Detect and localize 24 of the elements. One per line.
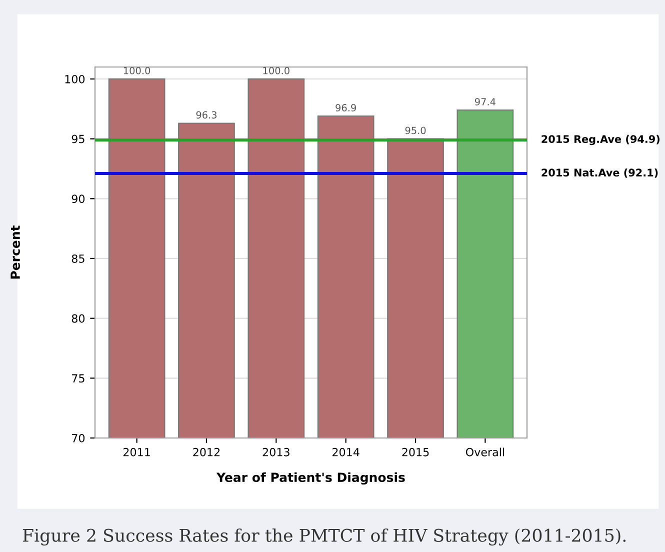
y-tick-label: 100 [65,74,85,84]
x-tick-label: Overall [466,448,504,456]
data-label: 96.3 [196,111,217,119]
data-label: 97.4 [474,98,496,106]
y-tick-label: 85 [72,254,84,263]
caption: Figure 2 Success Rates for the PMTCT of HIV Strategy (2011-2015). [22,528,626,546]
data-label: 100.0 [124,66,150,74]
y-tick-label: 80 [72,314,85,323]
y-tick-label: 75 [72,374,84,383]
x-tick-label: 2013 [262,448,290,456]
y-tick-label: 70 [72,434,85,442]
x-tick-label: 2015 [402,448,429,456]
x-tick-label: 2012 [193,448,220,456]
y-tick-label: 95 [72,134,84,144]
x-tick-label: 2011 [123,448,150,456]
data-label: 100.0 [263,66,290,74]
y-axis-title: Percent [10,226,20,279]
data-label: 95.0 [405,126,426,134]
x-tick-label: 2014 [332,448,360,456]
data-label: 96.9 [336,104,356,112]
ref-line-label: 2015 Nat.Ave (92.1) [542,168,658,178]
ref-line-label: 2015 Reg.Ave (94.9) [542,134,660,146]
x-axis-title: Year of Patient's Diagnosis [216,472,405,485]
y-tick-label: 90 [72,194,85,204]
